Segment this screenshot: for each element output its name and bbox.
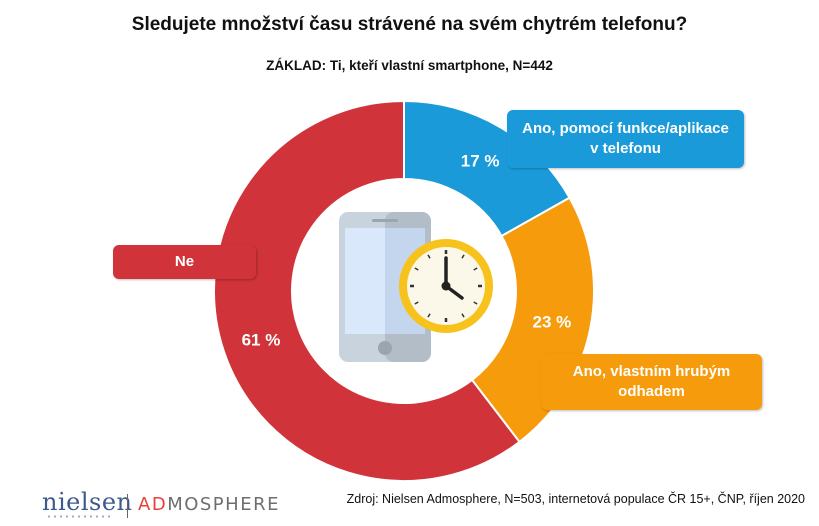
logo-divider	[127, 494, 128, 518]
admosphere-logo: ADMOSPHERE	[138, 494, 280, 515]
admosphere-logo-ad: AD	[138, 494, 168, 515]
callout-ne: Ne	[113, 245, 256, 279]
clock-tick	[461, 313, 465, 318]
clock-center	[441, 281, 451, 291]
nielsen-logo: nielsen	[42, 488, 133, 516]
clock-ticks	[410, 250, 482, 322]
callout-app: Ano, pomocí funkce/aplikace v telefonu	[507, 110, 744, 168]
smartphone-clock-icon	[339, 212, 493, 362]
nielsen-logo-dots	[46, 515, 112, 518]
admosphere-logo-rest: MOSPHERE	[167, 494, 280, 515]
donut-value-label-0: 17 %	[461, 152, 500, 171]
clock-tick	[461, 254, 465, 259]
clock-tick	[414, 267, 419, 271]
donut-value-label-2: 61 %	[242, 330, 281, 349]
phone-home-button	[378, 341, 392, 355]
callout-app-line1: Ano, pomocí funkce/aplikace	[522, 119, 729, 137]
phone-speaker	[372, 219, 398, 222]
clock-tick	[473, 267, 478, 271]
callout-est-line2: odhadem	[618, 383, 685, 400]
callout-app-line2: v telefonu	[590, 140, 661, 157]
donut-slice-2	[213, 99, 521, 482]
clock-tick	[473, 301, 478, 305]
callout-ne-label: Ne	[174, 252, 195, 270]
source-note: Zdroj: Nielsen Admosphere, N=503, intern…	[346, 492, 805, 506]
clock-tick	[427, 313, 431, 318]
donut-value-label-1: 23 %	[533, 312, 572, 331]
chart-title: Sledujete množství času strávené na svém…	[131, 14, 688, 35]
callout-est-line1: Ano, vlastním hrubým	[572, 362, 731, 380]
clock-tick	[414, 301, 419, 305]
callout-estimate: Ano, vlastním hrubým odhadem	[541, 354, 762, 410]
chart-subtitle: ZÁKLAD: Ti, kteří vlastní smartphone, N=…	[266, 58, 553, 73]
clock-tick	[427, 254, 431, 259]
